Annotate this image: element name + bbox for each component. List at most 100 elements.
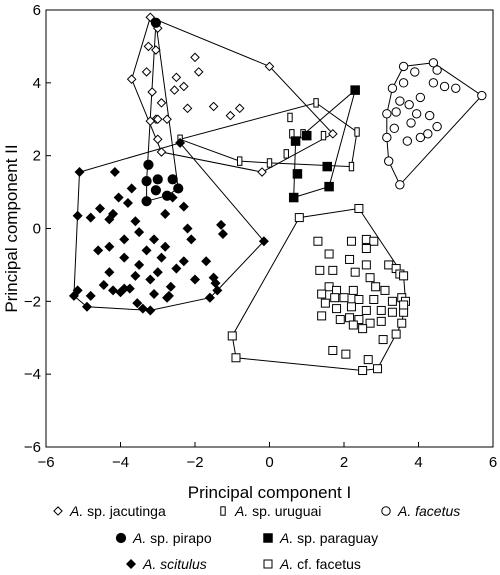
data-point [130, 270, 141, 281]
y-tick-label: 0 [33, 221, 41, 238]
data-point [290, 136, 301, 146]
legend-label: A. sp. uruguai [234, 503, 321, 519]
data-point [423, 129, 433, 139]
data-point [397, 318, 407, 328]
data-point [348, 320, 358, 330]
data-point [217, 228, 228, 239]
data-point [415, 92, 426, 103]
data-point [95, 203, 106, 214]
data-point [345, 254, 355, 264]
data-point [322, 161, 332, 172]
data-point [332, 304, 342, 314]
data-point [376, 316, 386, 326]
data-point [141, 67, 152, 77]
data-point [387, 296, 397, 306]
data-point [354, 315, 364, 325]
data-point [369, 295, 379, 305]
data-point [378, 335, 388, 345]
data-point [317, 311, 327, 321]
data-point [313, 98, 319, 108]
data-point [152, 267, 163, 278]
data-point [74, 167, 85, 178]
data-point [399, 300, 409, 310]
data-point [477, 90, 487, 101]
data-point [98, 279, 109, 290]
data-point [134, 227, 145, 238]
data-points [68, 12, 487, 376]
y-tick-label: −2 [24, 293, 41, 310]
legend: A. sp. jacutinga A. sp. uruguai A. facetus… [53, 503, 460, 572]
data-point [354, 127, 360, 137]
data-point [358, 366, 368, 376]
data-point [104, 241, 115, 252]
x-tick-label: 4 [414, 454, 422, 471]
data-point [294, 213, 304, 223]
data-point [115, 287, 126, 298]
data-point [354, 203, 364, 213]
data-point [346, 302, 356, 312]
data-point [339, 293, 349, 303]
data-point [109, 167, 120, 178]
legend-marker [263, 559, 273, 569]
data-point [173, 183, 184, 194]
data-point [328, 129, 338, 139]
data-point [178, 201, 189, 212]
data-point [156, 252, 167, 263]
data-point [348, 161, 355, 172]
data-point [266, 158, 273, 168]
data-point [382, 132, 392, 143]
data-point [395, 96, 405, 106]
x-axis-title: Principal component I [188, 483, 351, 502]
data-point [167, 174, 178, 185]
data-point [410, 67, 420, 77]
legend-marker [53, 506, 63, 516]
data-point [150, 185, 161, 196]
data-point [341, 349, 351, 359]
plot-frame [45, 9, 494, 448]
data-point [387, 307, 397, 317]
data-point [391, 329, 401, 339]
data-point [108, 285, 119, 296]
x-tick-label: 2 [340, 454, 348, 471]
data-point [361, 234, 371, 244]
data-point [324, 181, 334, 192]
data-point [361, 305, 371, 315]
y-tick-label: −4 [24, 366, 41, 383]
data-point [328, 345, 338, 355]
data-point [145, 274, 156, 285]
data-point [376, 305, 386, 315]
data-point [432, 65, 442, 75]
data-point [141, 176, 152, 187]
data-point [68, 290, 79, 301]
data-point [201, 256, 212, 267]
data-point [358, 324, 368, 334]
data-point [234, 103, 245, 114]
data-point [160, 241, 171, 252]
legend-label: A. sp. pirapo [132, 530, 212, 546]
data-point [335, 315, 345, 325]
data-point [145, 305, 156, 316]
data-point [182, 103, 193, 114]
data-point [143, 41, 154, 52]
ticks: −6 −4 −2 0 2 4 6 −6 −4 −2 0 2 4 6 [24, 2, 497, 471]
data-point [147, 87, 157, 97]
data-point [313, 236, 323, 246]
data-point [363, 355, 373, 365]
data-point [302, 130, 312, 141]
data-point [231, 353, 241, 363]
x-tick-label: 6 [489, 454, 497, 471]
data-point [141, 245, 152, 256]
data-point [162, 292, 173, 303]
data-point [193, 67, 204, 77]
data-point [149, 289, 160, 300]
data-point [324, 282, 334, 292]
legend-label: A. facetus [397, 503, 460, 519]
data-point [432, 121, 442, 132]
data-point [162, 114, 172, 125]
data-point [395, 180, 405, 190]
legend-label: A. sp. paraguay [279, 530, 378, 546]
data-point [216, 219, 227, 230]
data-point [204, 292, 215, 303]
data-point [320, 298, 330, 308]
